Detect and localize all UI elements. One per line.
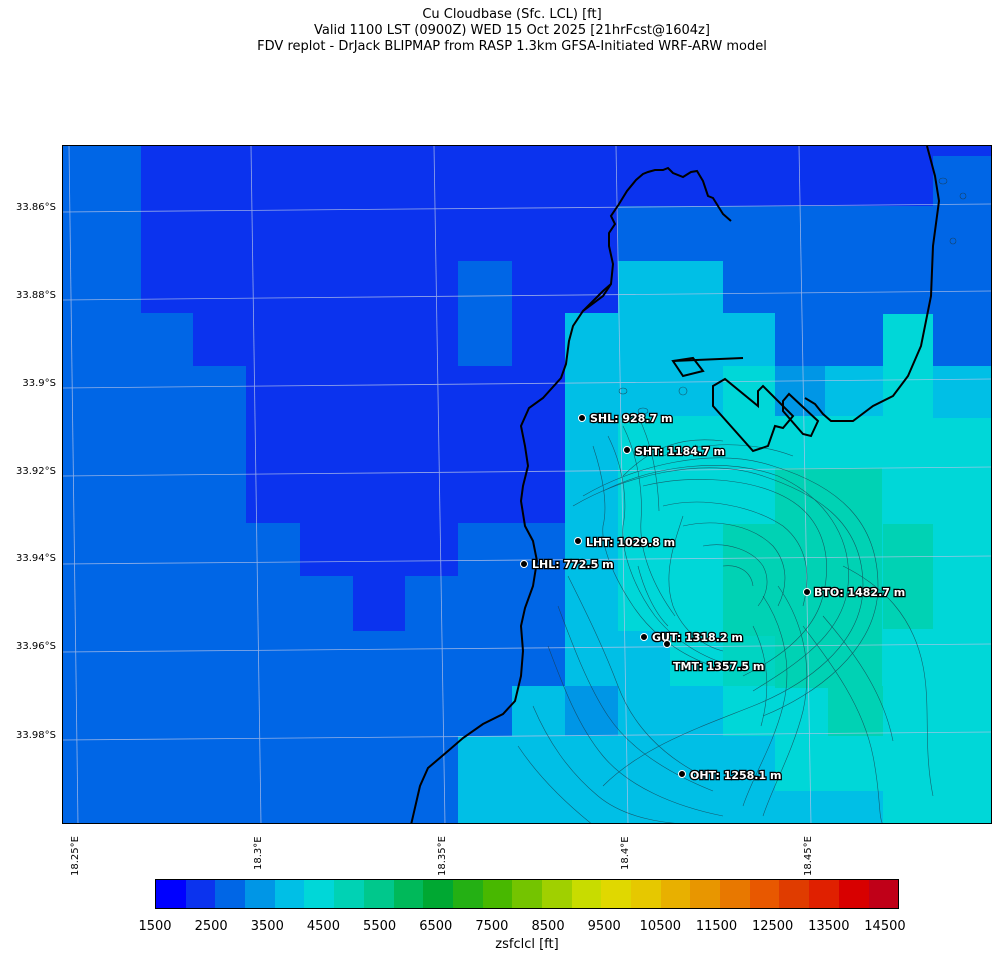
colorbar-tick-label: 3500 xyxy=(250,919,284,934)
colorbar-swatch xyxy=(393,880,424,908)
colorbar-swatch xyxy=(660,880,691,908)
lon-label-18-25: 18.25°E xyxy=(70,836,81,876)
lat-label-33-96: 33.96°S xyxy=(16,641,56,652)
colorbar-swatch xyxy=(512,880,542,908)
colorbar-tick-label: 11500 xyxy=(695,919,738,934)
harbour-contour-blobs xyxy=(618,177,967,415)
station-marker-tmt[interactable] xyxy=(663,640,671,648)
lat-label-33-94: 33.94°S xyxy=(16,553,56,564)
lat-label-33-92: 33.92°S xyxy=(16,466,56,477)
colorbar-swatch xyxy=(601,880,631,908)
colorbar-swatch xyxy=(156,880,186,908)
lon-label-18-30: 18.3°E xyxy=(253,836,264,870)
colorbar-swatch xyxy=(245,880,275,908)
station-label-lht: LHT: 1029.8 m xyxy=(586,536,675,549)
coastline xyxy=(410,146,941,823)
colorbar-swatch xyxy=(304,880,335,908)
station-label-tmt: TMT: 1357.5 m xyxy=(673,660,764,673)
map-canvas[interactable]: SHL: 928.7 m SHT: 1184.7 m LHT: 1029.8 m LH… xyxy=(63,146,992,824)
colorbar-swatch xyxy=(215,880,246,908)
map-frame[interactable]: SHL: 928.7 m SHT: 1184.7 m LHT: 1029.8 m LH… xyxy=(62,145,992,824)
colorbar xyxy=(155,879,899,909)
lat-label-33-90: 33.9°S xyxy=(22,378,56,389)
colorbar-swatch xyxy=(541,880,572,908)
station-marker-oht[interactable] xyxy=(678,770,686,778)
terrain-contours xyxy=(517,415,934,823)
station-marker-lhl[interactable] xyxy=(520,560,528,568)
lat-label-33-98: 33.98°S xyxy=(16,730,56,741)
station-label-oht: OHT: 1258.1 m xyxy=(690,769,781,782)
lon-label-18-45: 18.45°E xyxy=(803,836,814,876)
station-marker-bto[interactable] xyxy=(803,588,811,596)
colorbar-swatch xyxy=(452,880,483,908)
lon-label-18-35: 18.35°E xyxy=(437,836,448,876)
lat-label-33-88: 33.88°S xyxy=(16,290,56,301)
colorbar-tick-label: 14500 xyxy=(864,919,906,934)
colorbar-swatch xyxy=(423,880,453,908)
colorbar-tick-label: 5500 xyxy=(363,919,397,934)
colorbar-tick-label: 9500 xyxy=(587,919,621,934)
station-label-bto: BTO: 1482.7 m xyxy=(814,586,905,599)
colorbar-swatch xyxy=(749,880,780,908)
station-marker-shl[interactable] xyxy=(578,414,586,422)
station-markers: SHL: 928.7 m SHT: 1184.7 m LHT: 1029.8 m LH… xyxy=(520,411,907,783)
station-label-shl: SHL: 928.7 m xyxy=(590,412,672,425)
station-label-lhl: LHL: 772.5 m xyxy=(532,558,614,571)
colorbar-tick-label: 8500 xyxy=(531,919,565,934)
colorbar-tick-label: 7500 xyxy=(475,919,509,934)
station-label-gut: GUT: 1318.2 m xyxy=(652,631,743,644)
graticule xyxy=(63,146,991,823)
station-marker-lht[interactable] xyxy=(574,537,582,545)
colorbar-tick-label: 6500 xyxy=(419,919,453,934)
colorbar-swatch xyxy=(720,880,750,908)
title-line-2: Valid 1100 LST (0900Z) WED 15 Oct 2025 [… xyxy=(314,23,710,38)
colorbar-tick-label: 2500 xyxy=(194,919,228,934)
colorbar-swatch xyxy=(809,880,839,908)
colorbar-swatch xyxy=(482,880,513,908)
lat-label-33-86: 33.86°S xyxy=(16,202,56,213)
colorbar-swatch xyxy=(571,880,602,908)
title-line-3: FDV replot - DrJack BLIPMAP from RASP 1.… xyxy=(257,39,767,54)
lon-label-18-40: 18.4°E xyxy=(620,836,631,870)
colorbar-swatch xyxy=(631,880,661,908)
colorbar-swatch xyxy=(838,880,869,908)
title-line-1: Cu Cloudbase (Sfc. LCL) [ft] xyxy=(422,7,602,22)
colorbar-tick-label: 4500 xyxy=(306,919,340,934)
title-block: Cu Cloudbase (Sfc. LCL) [ft] Valid 1100 … xyxy=(0,7,1001,55)
colorbar-swatch xyxy=(779,880,810,908)
colorbar-tick-label: 10500 xyxy=(639,919,682,934)
colorbar-tick-label: 1500 xyxy=(138,919,172,934)
colorbar-tick-label: 12500 xyxy=(751,919,794,934)
colorbar-swatch xyxy=(690,880,721,908)
colorbar-swatch xyxy=(363,880,394,908)
station-label-sht: SHT: 1184.7 m xyxy=(635,445,725,458)
colorbar-swatch xyxy=(274,880,305,908)
cloudbase-grid xyxy=(63,146,991,823)
colorbar-title: zsfclcl [ft] xyxy=(495,937,559,952)
colorbar-swatch xyxy=(868,880,899,908)
station-marker-sht[interactable] xyxy=(623,446,631,454)
station-marker-gut[interactable] xyxy=(640,633,648,641)
colorbar-tick-label: 13500 xyxy=(808,919,850,934)
colorbar-swatch xyxy=(185,880,216,908)
colorbar-swatch xyxy=(334,880,364,908)
low-cloudbase-region xyxy=(141,146,991,631)
